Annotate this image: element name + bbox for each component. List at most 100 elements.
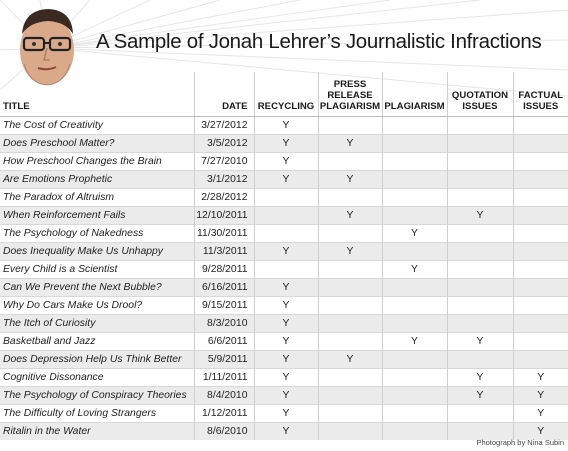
cell-date: 3/27/2012 [193, 116, 254, 135]
table-row: Every Child is a Scientist 9/28/2011 Y [0, 260, 568, 279]
cell-title: Ritalin in the Water [0, 422, 194, 440]
column-header-press-release-plagiarism: Press Release Plagiarism [317, 72, 382, 117]
cell-plagiarism [381, 242, 447, 261]
cell-date: 8/4/2010 [193, 386, 254, 405]
cell-quotation [446, 296, 513, 315]
table-row: How Preschool Changes the Brain 7/27/2010… [0, 152, 568, 171]
cell-recycling: Y [253, 404, 318, 423]
cell-plagiarism [381, 422, 447, 440]
cell-factual [512, 170, 568, 189]
photo-credit: Photograph by Nina Subin [476, 438, 564, 447]
cell-quotation [446, 116, 513, 135]
cell-plagiarism [381, 368, 447, 387]
cell-plagiarism [381, 278, 447, 297]
cell-quotation [446, 404, 513, 423]
cell-plagiarism [381, 404, 447, 423]
cell-title: How Preschool Changes the Brain [0, 152, 194, 171]
cell-factual [512, 332, 568, 351]
cell-date: 11/30/2011 [193, 224, 254, 243]
cell-factual [512, 260, 568, 279]
cell-recycling: Y [253, 386, 318, 405]
cell-recycling [253, 260, 318, 279]
cell-date: 6/16/2011 [193, 278, 254, 297]
cell-title: Does Inequality Make Us Unhappy [0, 242, 194, 261]
cell-recycling: Y [253, 170, 318, 189]
table-row: The Paradox of Altruism 2/28/2012 [0, 188, 568, 207]
cell-plagiarism [381, 350, 447, 369]
cell-press-release: Y [317, 242, 382, 261]
cell-title: Does Preschool Matter? [0, 134, 194, 153]
cell-recycling: Y [253, 152, 318, 171]
cell-quotation [446, 278, 513, 297]
column-header-plagiarism: Plagiarism [381, 72, 447, 117]
header-line: Factual [518, 90, 564, 101]
cell-title: Basketball and Jazz [0, 332, 194, 351]
cell-recycling [253, 188, 318, 207]
cell-date: 11/3/2011 [193, 242, 254, 261]
cell-quotation [446, 170, 513, 189]
cell-date: 9/15/2011 [193, 296, 254, 315]
cell-title: Can We Prevent the Next Bubble? [0, 278, 194, 297]
header-line: Issues [462, 101, 498, 112]
cell-factual [512, 116, 568, 135]
cell-press-release: Y [317, 206, 382, 225]
cell-plagiarism [381, 314, 447, 333]
cell-plagiarism: Y [381, 332, 447, 351]
cell-date: 7/27/2010 [193, 152, 254, 171]
cell-press-release [317, 314, 382, 333]
table-row: Basketball and Jazz 6/6/2011 Y Y Y [0, 332, 568, 351]
cell-quotation [446, 260, 513, 279]
cell-quotation [446, 188, 513, 207]
cell-press-release [317, 404, 382, 423]
cell-quotation: Y [446, 368, 513, 387]
cell-date: 12/10/2011 [193, 206, 254, 225]
cell-title: The Paradox of Altruism [0, 188, 194, 207]
column-header-date: Date [193, 72, 254, 117]
cell-recycling: Y [253, 422, 318, 440]
cell-press-release: Y [317, 170, 382, 189]
header-line: Issues [523, 101, 559, 112]
table-row: Can We Prevent the Next Bubble? 6/16/2011… [0, 278, 568, 297]
cell-plagiarism [381, 188, 447, 207]
column-header-recycling: Recycling [253, 72, 318, 117]
column-header-quotation-issues: Quotation Issues [446, 72, 513, 117]
cell-factual [512, 152, 568, 171]
cell-title: Cognitive Dissonance [0, 368, 194, 387]
cell-factual: Y [512, 368, 568, 387]
cell-quotation: Y [446, 332, 513, 351]
cell-factual [512, 206, 568, 225]
table-row: Why Do Cars Make Us Drool? 9/15/2011 Y [0, 296, 568, 315]
table-row: The Difficulty of Loving Strangers 1/12/2… [0, 404, 568, 423]
table-header-row: Title Date Recycling Press Release Plagi… [0, 72, 568, 117]
cell-title: The Itch of Curiosity [0, 314, 194, 333]
cell-factual [512, 188, 568, 207]
cell-quotation [446, 224, 513, 243]
header-line: Release [327, 90, 373, 101]
header-line: Press [333, 79, 367, 90]
cell-plagiarism [381, 170, 447, 189]
cell-plagiarism: Y [381, 224, 447, 243]
table-row: Does Depression Help Us Think Better 5/9/… [0, 350, 568, 369]
cell-plagiarism [381, 152, 447, 171]
cell-quotation [446, 350, 513, 369]
cell-recycling [253, 224, 318, 243]
cell-quotation [446, 242, 513, 261]
cell-quotation: Y [446, 206, 513, 225]
cell-factual [512, 314, 568, 333]
cell-press-release [317, 368, 382, 387]
cell-title: The Difficulty of Loving Strangers [0, 404, 194, 423]
infractions-table: Title Date Recycling Press Release Plagi… [0, 72, 568, 440]
cell-recycling: Y [253, 116, 318, 135]
cell-quotation [446, 152, 513, 171]
cell-factual: Y [512, 422, 568, 440]
cell-title: The Cost of Creativity [0, 116, 194, 135]
cell-factual [512, 242, 568, 261]
cell-plagiarism [381, 206, 447, 225]
cell-recycling: Y [253, 278, 318, 297]
cell-press-release [317, 188, 382, 207]
cell-date: 1/11/2011 [193, 368, 254, 387]
column-header-factual-issues: Factual Issues [512, 72, 568, 117]
cell-factual: Y [512, 386, 568, 405]
cell-press-release [317, 116, 382, 135]
cell-title: Are Emotions Prophetic [0, 170, 194, 189]
